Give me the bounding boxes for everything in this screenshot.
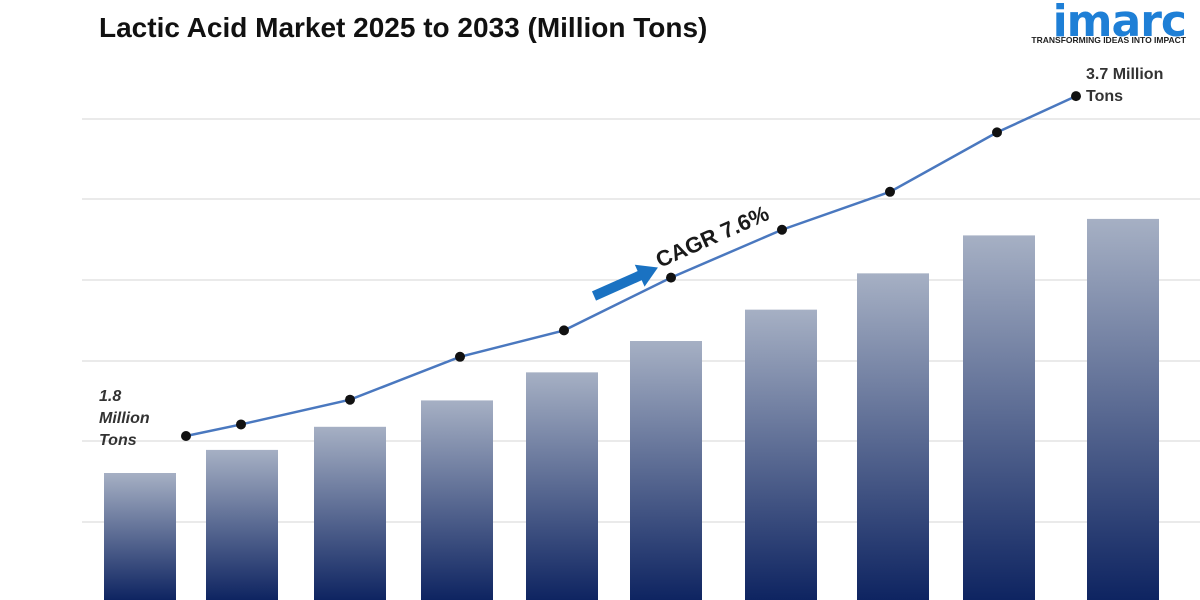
- logo-tagline: TRANSFORMING IDEAS INTO IMPACT: [1031, 35, 1186, 45]
- chart-title: Lactic Acid Market 2025 to 2033 (Million…: [99, 12, 708, 43]
- bar-2028: [421, 400, 493, 600]
- bar-2031: [745, 309, 817, 600]
- trend-point: [236, 419, 246, 430]
- trend-point: [455, 351, 465, 362]
- bar-2025: [104, 473, 176, 600]
- imarc-logo: imarc TRANSFORMING IDEAS INTO IMPACT: [1028, 0, 1188, 48]
- trend-point: [666, 272, 676, 283]
- trend-point: [1071, 91, 1081, 102]
- bar-2030: [630, 341, 702, 600]
- bar-2026: [206, 449, 278, 600]
- trend-point: [777, 224, 787, 235]
- bar-2032: [857, 273, 929, 600]
- trend-point: [345, 394, 355, 405]
- bars: [104, 218, 1159, 600]
- bar-2027: [314, 426, 386, 600]
- trend-point: [181, 431, 191, 441]
- trend-point: [992, 127, 1002, 138]
- bar-2029: [526, 372, 598, 600]
- cagr-label: CAGR 7.6%: [652, 200, 773, 272]
- trend-polyline: [185, 94, 1077, 438]
- bar-extra: [1087, 218, 1159, 600]
- bar-2033: [963, 235, 1035, 600]
- trend-point: [885, 186, 895, 197]
- logo-wordmark: imarc: [1052, 0, 1187, 47]
- cagr-arrow: [591, 264, 658, 301]
- trend-line: [181, 91, 1081, 441]
- end-value-label: 3.7 Million Tons: [1086, 66, 1164, 105]
- start-value-label: 1.8 Million Tons: [99, 388, 150, 449]
- cagr-arrow-shape: [591, 264, 658, 301]
- trend-point: [559, 325, 569, 336]
